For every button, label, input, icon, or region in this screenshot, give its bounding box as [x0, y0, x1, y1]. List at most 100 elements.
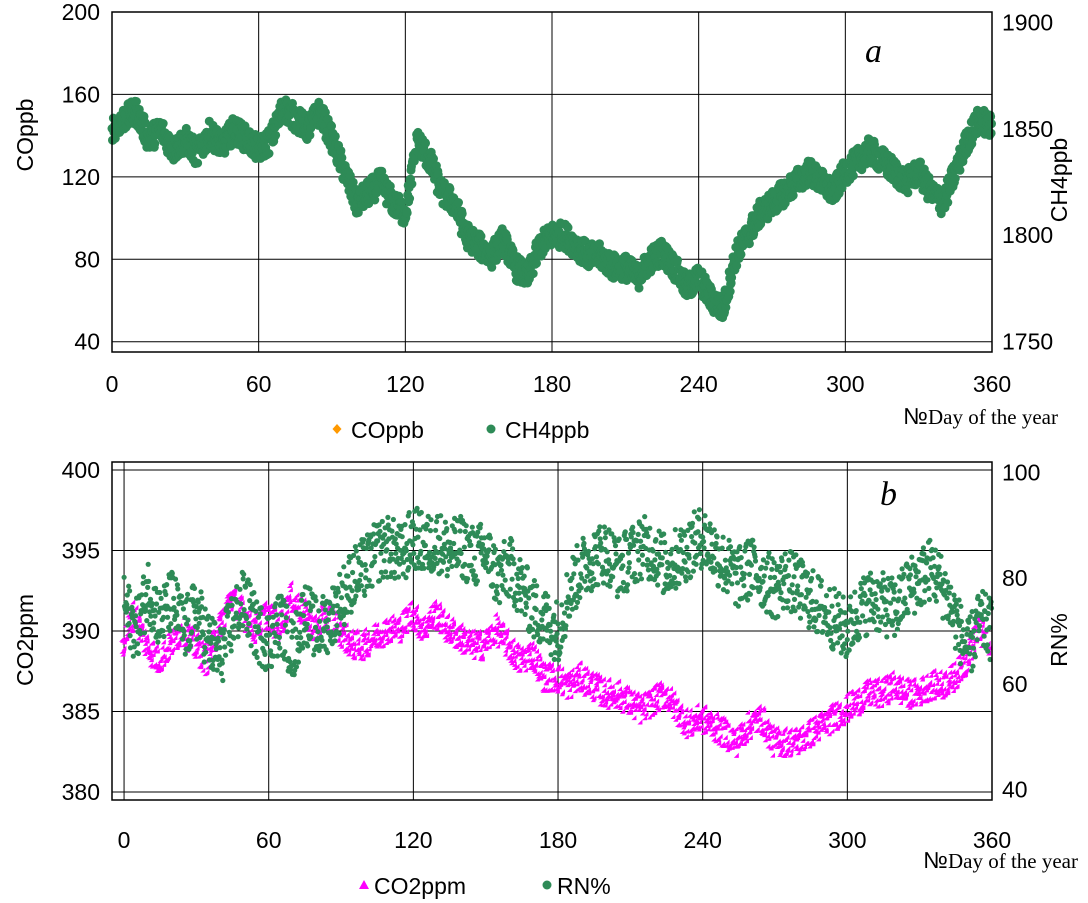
- data-point-co2ppm: [641, 706, 647, 712]
- data-point-co2ppm: [518, 645, 524, 651]
- y-left-tick-label-120: 120: [62, 164, 100, 190]
- data-point-co2ppm: [436, 601, 442, 607]
- data-point-co2ppm: [652, 681, 658, 687]
- data-point-co2ppm: [274, 626, 280, 632]
- data-point-co2ppm: [354, 647, 360, 653]
- data-point-co2ppm: [140, 647, 146, 653]
- data-point-co2ppm: [445, 612, 451, 618]
- data-point-ch4ppb: [131, 97, 141, 106]
- data-point-co2ppm: [639, 695, 645, 701]
- data-point-co2ppm: [478, 652, 484, 658]
- data-point-co2ppm: [567, 672, 573, 678]
- data-point-co2ppm: [405, 606, 411, 612]
- x-tick-label-0: 0: [106, 371, 119, 397]
- data-point-co2ppm: [274, 616, 280, 622]
- data-point-co2ppm: [665, 694, 671, 700]
- x-tick-label-360: 360: [973, 371, 1011, 397]
- data-point-co2ppm: [193, 649, 199, 655]
- legend-marker-coppb: [332, 424, 342, 434]
- data-point-co2ppm: [652, 710, 658, 716]
- data-point-co2ppm: [143, 645, 149, 651]
- data-point-co2ppm: [534, 648, 540, 654]
- data-point-co2ppm: [414, 616, 420, 622]
- data-point-co2ppm: [217, 616, 223, 622]
- data-point-co2ppm: [462, 647, 468, 653]
- data-point-co2ppm: [359, 652, 365, 658]
- data-point-co2ppm: [500, 640, 506, 646]
- data-point-co2ppm: [493, 629, 499, 635]
- data-point-co2ppm: [344, 633, 350, 639]
- data-point-co2ppm: [152, 647, 158, 653]
- data-point-ch4ppb: [158, 119, 168, 128]
- data-point-co2ppm: [640, 701, 646, 707]
- data-point-co2ppm: [295, 604, 301, 610]
- data-point-co2ppm: [518, 655, 524, 661]
- data-point-co2ppm: [420, 614, 426, 620]
- data-point-co2ppm: [348, 628, 354, 634]
- data-point-co2ppm: [291, 604, 297, 610]
- x-tick-label-300: 300: [826, 371, 864, 397]
- data-point-co2ppm: [509, 646, 515, 652]
- data-point-co2ppm: [617, 704, 623, 710]
- data-point-co2ppm: [200, 667, 206, 673]
- data-point-co2ppm: [553, 682, 559, 688]
- data-point-co2ppm: [262, 625, 268, 631]
- legend-swatch-coppb: [332, 424, 342, 434]
- data-point-co2ppm: [622, 691, 628, 697]
- data-point-co2ppm: [591, 695, 597, 701]
- data-point-co2ppm: [374, 622, 380, 628]
- data-point-co2ppm: [596, 692, 602, 698]
- data-point-co2ppm: [414, 630, 420, 636]
- data-point-co2ppm: [487, 623, 493, 629]
- data-point-co2ppm: [147, 662, 153, 668]
- data-point-co2ppm: [594, 671, 600, 677]
- data-point-co2ppm: [613, 691, 619, 697]
- data-point-ch4ppb: [193, 158, 203, 168]
- data-point-co2ppm: [432, 602, 438, 608]
- data-point-ch4ppb: [407, 179, 417, 189]
- data-point-co2ppm: [330, 615, 336, 621]
- data-point-ch4ppb: [634, 283, 644, 293]
- data-point-ch4ppb: [330, 131, 340, 141]
- data-point-ch4ppb: [736, 249, 746, 259]
- data-point-co2ppm: [160, 639, 166, 645]
- data-point-co2ppm: [656, 680, 662, 686]
- data-point-co2ppm: [382, 617, 388, 623]
- data-point-co2ppm: [663, 698, 669, 704]
- data-point-co2ppm: [303, 607, 309, 613]
- data-point-co2ppm: [349, 635, 355, 641]
- data-point-ch4ppb: [337, 153, 347, 163]
- data-point-ch4ppb: [986, 128, 996, 138]
- data-point-co2ppm: [503, 647, 509, 653]
- data-point-co2ppm: [515, 643, 521, 649]
- data-point-co2ppm: [481, 643, 487, 649]
- data-point-ch4ppb: [986, 112, 996, 122]
- data-point-co2ppm: [522, 667, 528, 673]
- x-tick-labels: 0 60 120 180 240 300 360: [106, 371, 1012, 397]
- data-point-co2ppm: [341, 630, 347, 636]
- data-point-co2ppm: [458, 622, 464, 628]
- data-point-co2ppm: [161, 661, 167, 667]
- data-point-co2ppm: [650, 696, 656, 702]
- data-point-co2ppm: [415, 633, 421, 639]
- data-point-co2ppm: [583, 665, 589, 671]
- data-point-co2ppm: [656, 707, 662, 713]
- data-point-co2ppm: [623, 684, 629, 690]
- data-point-ch4ppb: [271, 130, 281, 140]
- data-point-co2ppm: [237, 593, 243, 599]
- data-point-co2ppm: [621, 698, 627, 704]
- x-axis-label-prefix: №: [903, 403, 928, 429]
- data-point-co2ppm: [453, 643, 459, 649]
- data-point-co2ppm: [149, 663, 155, 669]
- data-point-co2ppm: [427, 614, 433, 620]
- data-point-co2ppm: [154, 648, 160, 654]
- data-point-co2ppm: [537, 656, 543, 662]
- data-point-co2ppm: [653, 691, 659, 697]
- data-point-co2ppm: [495, 643, 501, 649]
- data-point-co2ppm: [196, 641, 202, 647]
- data-point-co2ppm: [128, 623, 134, 629]
- data-point-co2ppm: [360, 656, 366, 662]
- data-point-co2ppm: [440, 607, 446, 613]
- data-point-co2ppm: [441, 627, 447, 633]
- data-point-ch4ppb: [305, 130, 315, 140]
